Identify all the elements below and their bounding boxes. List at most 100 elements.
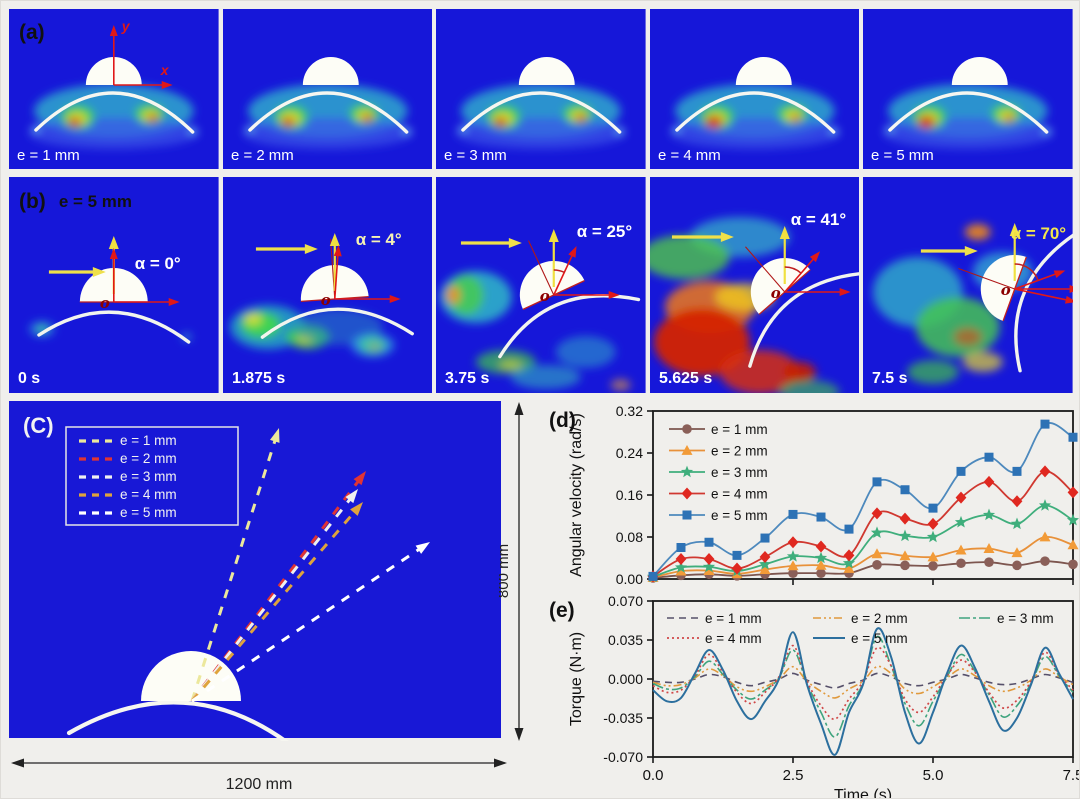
y-tick-label: 0.08 [616,529,643,545]
cfd-frame: o α = 41° 5.625 s [649,177,860,393]
x-tick-label: 0.0 [643,767,664,784]
legend-label: e = 1 mm [120,433,177,448]
series-marker-diamond [681,487,693,500]
cfd-frame-image: o α = 70° 7.5 s [863,177,1073,393]
height-dimension-label: 800 mm [499,544,512,598]
vorticity-field [669,84,840,149]
vorticity-blob [791,114,800,122]
cfd-frame-image: e = 4 mm [649,9,860,169]
panel-label: (d) [549,409,576,432]
series-marker-diamond [871,507,883,520]
series-marker-circle [984,557,994,567]
series-marker-square [682,510,692,520]
series-marker-square [844,524,854,534]
y-axis-title: Torque (N·m) [568,632,585,726]
series-marker-star [702,560,716,573]
cfd-frame: y x (a) e = 1 mm [9,9,219,169]
vorticity-field [873,224,1034,384]
alpha-label: α = 0° [135,254,181,273]
arrowhead [345,489,358,504]
series-marker-diamond [787,536,799,549]
panel-b-header: e = 5 mm [59,192,132,211]
vorticity-field [242,84,413,149]
vorticity-blob [907,360,960,384]
body-y-axis-line [744,246,785,293]
series-marker-diamond [983,475,995,488]
y-tick-label: 0.000 [608,671,643,687]
series-marker-square [1012,466,1022,476]
series-marker-square [648,571,658,581]
series-marker-triangle [871,548,883,559]
arrowhead [1065,295,1073,304]
vorticity-blob [610,379,631,391]
series-marker-square [1040,419,1050,429]
series-marker-triangle [703,565,715,575]
shell-arc [37,310,191,344]
arrowhead [839,288,851,296]
arrowhead [720,232,734,242]
series-marker-diamond [675,553,687,566]
series-marker-triangle [1067,539,1079,550]
panel-a-label: (a) [19,21,45,44]
series-marker-square [816,512,826,522]
series-marker-square [872,477,882,487]
vorticity-blob [954,328,983,346]
arrowhead [269,428,280,443]
vorticity-blob [575,114,587,122]
vorticity-blob [494,117,508,127]
series-marker-square [956,466,966,476]
time-label: 5.625 s [659,370,712,387]
series-marker-triangle [787,560,799,571]
shell-arc [66,700,289,741]
series-line [652,627,1074,756]
vorticity-blob [653,308,750,376]
series-marker-diamond [843,549,855,562]
cfd-frame-image: e = 5 mm [863,9,1073,169]
panel-a-row: y x (a) e = 1 mm e = 2 mm e = 3 mm e = 4 mm e =… [9,9,1073,169]
series-line [652,470,1074,578]
panel-c-background [9,401,501,738]
series-marker-diamond [731,562,743,575]
legend-label: e = 5 mm [120,505,177,520]
vorticity-blob [242,117,413,149]
series-marker-star [814,551,828,564]
legend-label: e = 5 mm [851,631,908,646]
series-marker-star [954,515,968,528]
series-marker-diamond [759,550,771,563]
arrowhead [329,233,340,246]
arrowhead [608,291,620,299]
legend-box [65,426,239,526]
body-y-axis-line [958,267,1016,290]
arrowhead [333,245,342,257]
eccentricity-label: e = 1 mm [17,147,80,164]
series-marker-circle [788,568,798,579]
y-tick-label: 0.32 [616,403,643,419]
vorticity-blob [448,275,485,315]
panel-c-diagram: (C) e = 1 mm e = 2 mm e = 3 mm e = 4 mm e = 5… [9,401,501,741]
cfd-frame: o α = 0° 0 s (b) e = 5 mm [9,177,219,393]
arrow-line [333,252,339,300]
cfd-frame: e = 3 mm [436,9,646,169]
arrow-line [1014,272,1059,290]
vorticity-blob [446,286,461,304]
series-line [652,560,1074,579]
arrowhead [514,728,524,741]
arrowhead [494,758,507,768]
panel-c-label: (C) [23,413,54,438]
dome-body [302,57,359,85]
series-marker-square [928,503,938,513]
x-axis-title: Time (s) [834,787,892,799]
origin-label: o [100,294,110,312]
series-marker-triangle [681,445,693,455]
series-marker-star [1066,513,1079,526]
vorticity-blob [147,114,159,122]
series-marker-diamond [815,540,827,553]
vorticity-field [456,84,626,149]
arrowhead [1069,285,1073,293]
cfd-frame: o α = 4° 1.875 s [222,177,433,393]
arrowhead [109,248,118,259]
origin-label: o [1001,281,1011,299]
cfd-frame-image: e = 3 mm [436,9,646,169]
time-label: 7.5 s [872,370,908,387]
dimension-height: 800 mm [499,402,524,741]
